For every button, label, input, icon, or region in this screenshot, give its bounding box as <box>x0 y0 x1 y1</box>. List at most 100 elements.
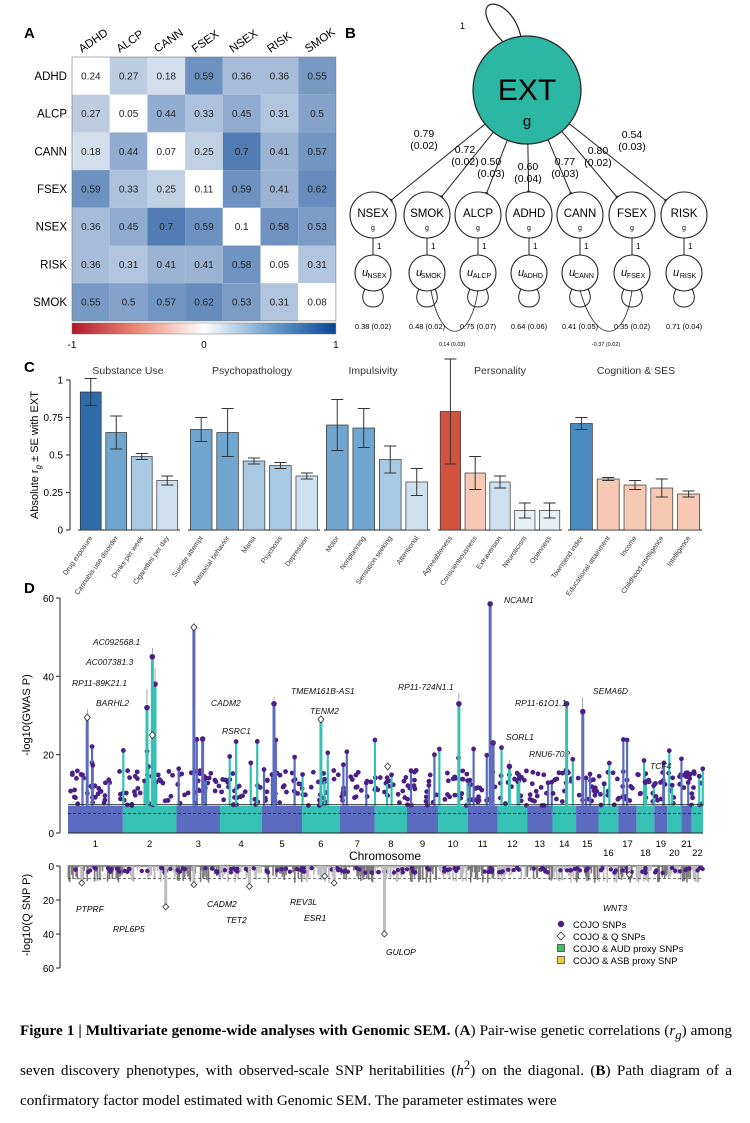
gwas-cojo-snp <box>397 800 402 806</box>
gwas-chromosome-band <box>691 805 703 833</box>
indicator-sub: g <box>527 225 531 232</box>
heatmap-value: 0.53 <box>307 222 327 233</box>
gwas-cojo-snp <box>69 770 75 776</box>
gwas-cojo-snp <box>194 737 200 742</box>
gwas-cojo-snp <box>106 777 112 783</box>
residual-circle <box>354 254 392 292</box>
gwas-cojo-snp <box>692 771 697 776</box>
gene-label: TCF4 <box>650 761 672 771</box>
gwas-cojo-snp <box>467 777 473 783</box>
heatmap-cell <box>222 57 261 95</box>
qsnp-peak-marker <box>190 881 198 889</box>
heatmap-cell <box>260 170 299 208</box>
qsnp-cojo-snp <box>412 870 417 875</box>
qsnp-cojo-snp <box>564 868 570 873</box>
qsnp-cojo-snp <box>235 866 240 872</box>
qsnp-cojo-snp <box>274 868 280 873</box>
heatmap-row-label: CANN <box>34 146 67 158</box>
heatmap-value: 0.62 <box>194 298 214 309</box>
gwas-cojo-snp <box>137 790 143 796</box>
heatmap-value: 0.44 <box>119 147 139 158</box>
residual-path-label: 1 <box>584 242 589 251</box>
gwas-cojo-snp <box>384 775 390 781</box>
gwas-cojo-snp <box>295 791 300 796</box>
qsnp-cojo-snp <box>654 868 659 873</box>
indicator-name: ADHD <box>513 208 546 220</box>
gwas-cojo-snp <box>653 794 659 799</box>
qsnp-cojo-snp <box>376 869 381 875</box>
caption-a-text3: ) on the diagonal. <box>470 1062 585 1080</box>
loading-path <box>568 123 667 202</box>
gwas-cojo-snp <box>550 791 556 796</box>
gwas-cojo-snp <box>598 802 604 808</box>
qsnp-cojo-snp <box>354 865 359 871</box>
gene-label: AC007381.3 <box>85 657 134 667</box>
heatmap-cell <box>222 132 261 171</box>
residual-u-sub: ALCP <box>473 273 492 280</box>
gwas-cojo-snp <box>158 778 164 784</box>
heatmap-value: 0.41 <box>270 184 290 195</box>
heatmap-value: 0.55 <box>81 298 101 309</box>
qsnp-cojo-snp <box>683 867 688 873</box>
qsnp-cojo-snp <box>558 868 563 873</box>
qsnp-y-tick-label: 0 <box>48 862 54 873</box>
qsnp-cojo-snp <box>231 866 237 871</box>
heatmap-col-label: NSEX <box>228 27 261 55</box>
gwas-cojo-snp <box>637 791 643 797</box>
gwas-cojo-snp <box>535 771 541 777</box>
qsnp-cojo-snp <box>543 869 548 874</box>
gwas-cojo-snp <box>476 794 481 800</box>
gwas-cojo-snp <box>679 756 684 762</box>
heatmap-cell <box>222 245 261 284</box>
gwas-cojo-snp <box>242 789 248 795</box>
loading-path <box>485 140 508 195</box>
gwas-cojo-snp <box>188 770 194 776</box>
gwas-chromosome-band <box>654 805 668 833</box>
qsnp-cojo-snp <box>506 867 511 872</box>
gwas-cojo-snp <box>412 786 418 792</box>
gwas-chromosome-band <box>302 805 340 833</box>
gene-label: SORL1 <box>506 732 534 742</box>
panel-b-label: B <box>345 25 356 42</box>
heatmap-value: 0.25 <box>157 184 177 195</box>
heatmap-value: 0.31 <box>307 260 327 271</box>
gwas-cojo-snp <box>690 795 695 801</box>
colorbar-tick: 0 <box>201 340 207 351</box>
qsnp-cojo-snp <box>516 867 522 872</box>
heatmap-cell <box>72 94 110 133</box>
bar <box>156 480 179 531</box>
qsnp-cojo-snp <box>127 866 132 872</box>
residual-variance: 0.41 (0.05) <box>562 322 599 331</box>
gwas-cojo-snp <box>666 748 672 754</box>
heatmap-cell <box>222 283 261 321</box>
qsnp-cojo-snp <box>343 868 348 873</box>
gwas-cojo-snp <box>534 793 540 799</box>
caption-b-label: B <box>595 1062 606 1080</box>
gene-label: TMEM161B-AS1 <box>291 686 355 696</box>
gwas-cojo-snp <box>310 769 316 775</box>
qsnp-cojo-snp <box>109 866 114 872</box>
chromosome-label: 5 <box>279 839 284 850</box>
gwas-cojo-snp <box>325 750 331 756</box>
gwas-cojo-snp <box>132 773 138 779</box>
gwas-cojo-snp <box>155 772 161 778</box>
gwas-cojo-snp <box>283 769 288 774</box>
gwas-cojo-snp <box>352 795 357 801</box>
residual-variance-loop <box>467 288 489 308</box>
gwas-cojo-snp <box>554 796 559 802</box>
gwas-cojo-snp <box>219 789 224 795</box>
gwas-cojo-snp <box>308 784 314 790</box>
gwas-cojo-snp <box>405 796 410 802</box>
bar-category-label: Cannabis use disorder <box>74 535 120 597</box>
heatmap-row-label: FSEX <box>37 184 67 196</box>
gene-label: TET2 <box>226 915 247 925</box>
heatmap-cell <box>260 283 299 321</box>
heatmap-border <box>71 56 337 322</box>
heatmap-col-label: CANN <box>152 27 186 56</box>
gwas-chromosome-band <box>552 805 577 833</box>
heatmap-value: 0.59 <box>194 222 214 233</box>
group-title: Impulsivity <box>348 365 398 377</box>
heatmap-value: 0.1 <box>235 222 249 233</box>
bar-category-label: Nonplanning <box>339 535 367 571</box>
gwas-cojo-snp <box>554 776 560 782</box>
